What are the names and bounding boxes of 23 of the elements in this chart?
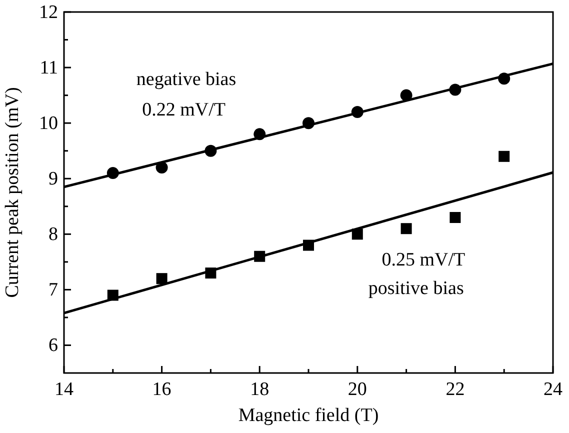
y-tick-label: 7 <box>48 280 58 301</box>
x-axis-title: Magnetic field (T) <box>238 405 379 426</box>
y-tick-label: 11 <box>40 58 58 79</box>
point <box>498 150 510 162</box>
x-tick-label: 20 <box>348 379 367 400</box>
y-tick-label: 8 <box>48 224 58 246</box>
y-tick-label: 6 <box>48 335 58 356</box>
annotation: 0.22 mV/T <box>142 99 226 120</box>
y-tick-label: 12 <box>39 2 58 23</box>
y-tick-label: 9 <box>48 168 58 190</box>
annotation: positive bias <box>368 278 464 300</box>
x-tick-label: 22 <box>446 379 465 400</box>
x-tick-label: 18 <box>250 379 270 400</box>
point <box>156 273 168 284</box>
annotation: negative bias <box>136 68 236 90</box>
x-tick-label: 16 <box>152 379 172 400</box>
x-tick-label: 14 <box>54 379 74 400</box>
y-axis-title: Current peak position (mV) <box>2 87 23 298</box>
x-tick-label: 24 <box>544 379 563 400</box>
point <box>400 223 412 234</box>
annotation: 0.25 mV/T <box>382 249 466 270</box>
y-tick-label: 10 <box>39 113 58 134</box>
point <box>450 212 461 223</box>
